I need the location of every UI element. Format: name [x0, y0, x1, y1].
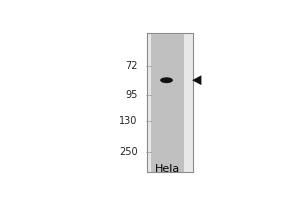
Text: 95: 95	[125, 90, 137, 100]
Bar	[147, 33, 193, 172]
Polygon shape	[192, 75, 201, 85]
Text: 250: 250	[119, 147, 137, 157]
Text: 72: 72	[125, 61, 137, 71]
Text: Hela: Hela	[155, 164, 180, 174]
Text: 130: 130	[119, 116, 137, 126]
Bar	[152, 33, 184, 172]
Ellipse shape	[160, 77, 173, 83]
